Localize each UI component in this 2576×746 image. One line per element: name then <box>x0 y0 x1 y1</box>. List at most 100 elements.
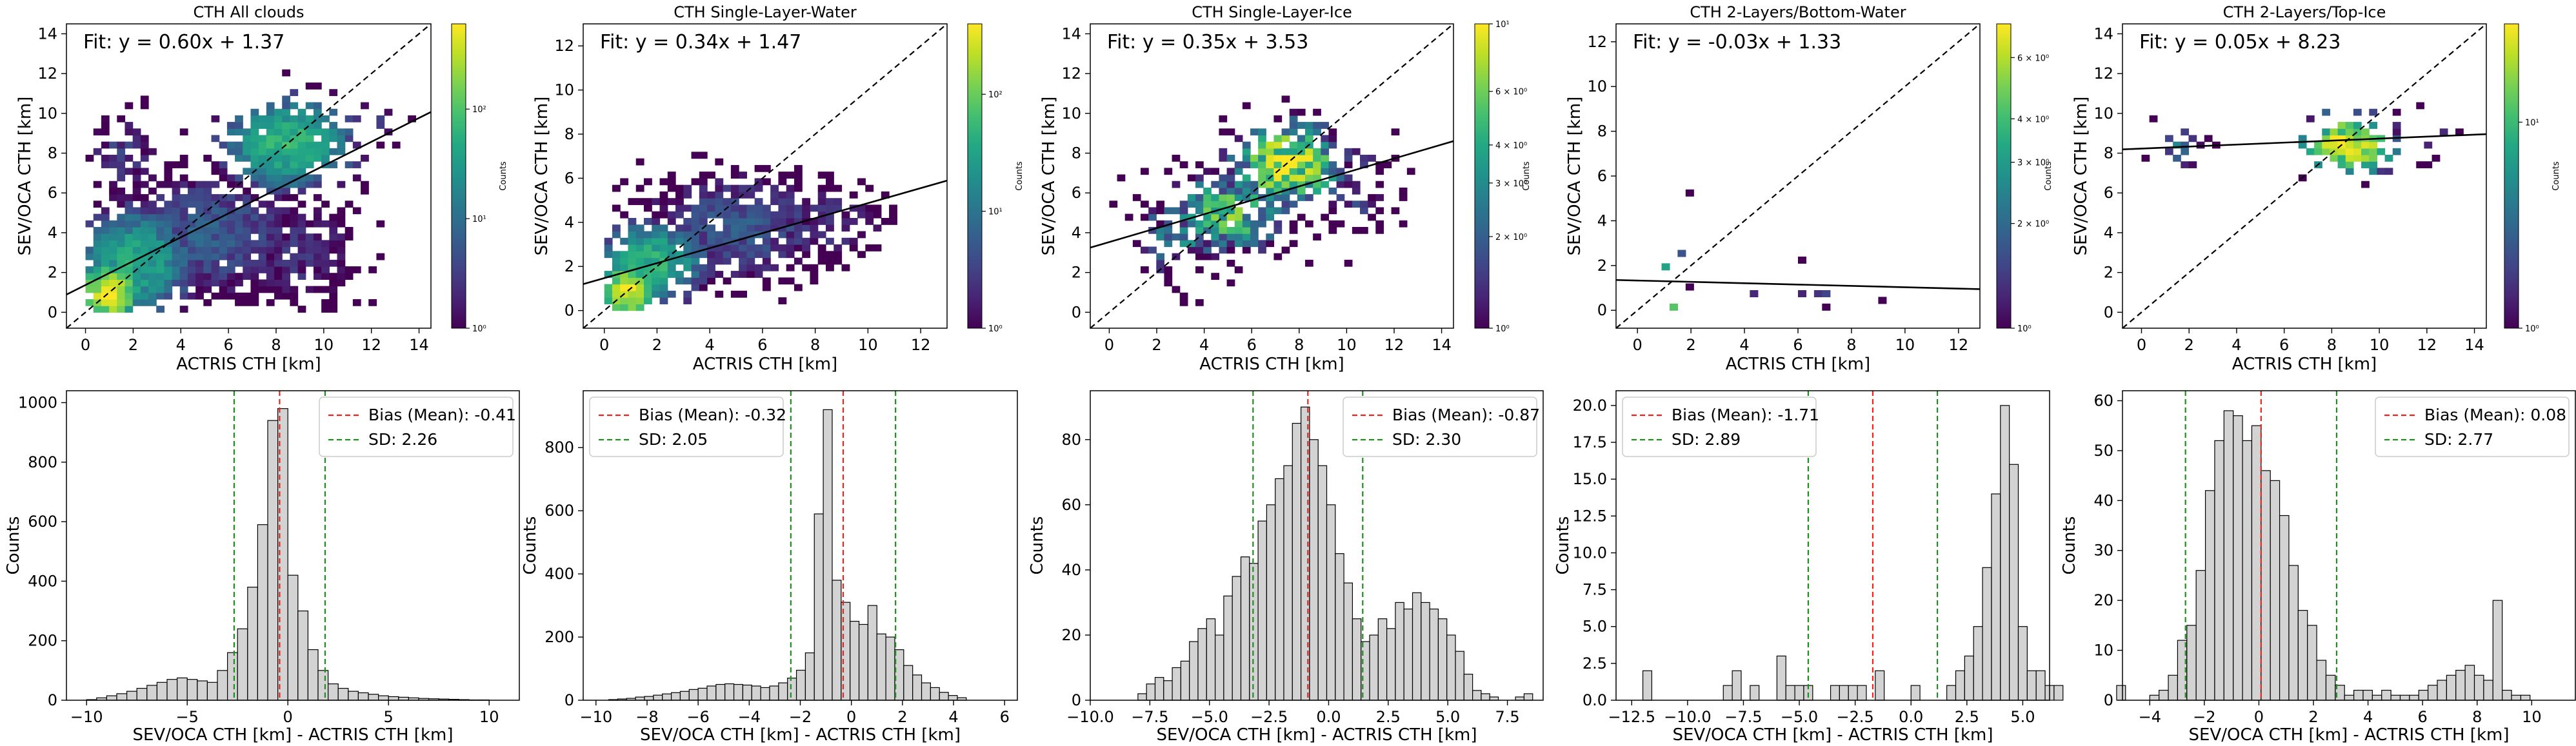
heatmap-cell <box>1124 213 1133 221</box>
heatmap-cell <box>1321 154 1330 162</box>
heatmap-cell <box>313 259 322 267</box>
x-axis-label: SEV/OCA CTH [km] - ACTRIS CTH [km] <box>2189 725 2510 745</box>
heatmap-cell <box>1328 128 1337 136</box>
heatmap-cell <box>865 217 874 225</box>
heatmap-cell <box>2164 148 2173 155</box>
heatmap-cell <box>125 253 134 260</box>
x-tick-label: 2 <box>1152 336 1161 354</box>
heatmap-cell <box>148 187 157 195</box>
heatmap-cell <box>266 187 275 195</box>
heatmap-cell <box>1336 181 1345 188</box>
heatmap-cell <box>337 213 346 221</box>
heatmap-cell <box>1234 233 1243 240</box>
heatmap-cell <box>2181 161 2190 168</box>
legend-box <box>589 397 784 457</box>
heatmap-cell <box>352 299 361 306</box>
heatmap-cell <box>691 178 700 186</box>
heatmap-cell <box>691 204 700 212</box>
heatmap-cell <box>1305 181 1313 188</box>
heatmap-cell <box>140 213 149 221</box>
heatmap-cell <box>1226 154 1235 162</box>
x-axis-label: ACTRIS CTH [km] <box>176 355 321 374</box>
legend-box <box>1343 397 1537 457</box>
histogram-bar <box>1257 520 1268 701</box>
heatmap-cell <box>1250 154 1259 162</box>
heatmap-cell <box>266 135 275 142</box>
heatmap-cell <box>1195 233 1204 240</box>
heatmap-cell <box>258 141 267 149</box>
heatmap-cell <box>794 178 803 186</box>
histogram-bar <box>2511 694 2522 701</box>
heatmap-cell <box>1195 207 1204 215</box>
histogram-bar <box>1189 641 1199 701</box>
heatmap-cell <box>101 154 110 162</box>
heatmap-cell <box>156 306 165 313</box>
heatmap-cell <box>1234 266 1243 273</box>
heatmap-cell <box>1211 201 1220 208</box>
heatmap-cell <box>1375 168 1384 175</box>
heatmap-cell <box>691 284 700 291</box>
y-tick-label: 40 <box>2093 491 2113 509</box>
heatmap-cell <box>117 253 126 260</box>
histogram-bar <box>1489 696 1499 701</box>
colorbar-label: Counts <box>499 161 508 191</box>
colorbar-tick-label: 10² <box>988 90 1003 100</box>
heatmap-cell <box>699 231 708 239</box>
heatmap-cell <box>723 277 732 285</box>
heatmap-cell <box>384 128 393 136</box>
histogram-bar <box>328 683 339 701</box>
heatmap-cell <box>2353 154 2362 162</box>
heatmap-cell <box>1250 128 1259 136</box>
heatmap-cell <box>1226 226 1235 234</box>
heatmap-cell <box>786 172 795 179</box>
x-tick-label: −4 <box>738 708 761 726</box>
heatmap-cell <box>85 286 94 293</box>
heatmap-cell <box>203 201 212 208</box>
heatmap-cell <box>1297 135 1306 142</box>
heatmap-cell <box>786 191 795 199</box>
heatmap-cell <box>826 217 834 225</box>
heatmap-cell <box>1242 233 1251 240</box>
heatmap-cell <box>778 198 787 206</box>
heatmap-cell <box>156 181 165 188</box>
heatmap-cell <box>691 244 700 251</box>
heatmap-cell <box>1328 226 1337 234</box>
heatmap-cell <box>1195 246 1204 254</box>
heatmap-cell <box>282 135 290 142</box>
histogram-bar <box>1839 685 1849 701</box>
heatmap-cell <box>2345 148 2354 155</box>
heatmap-cell <box>699 271 708 278</box>
heatmap-cell <box>667 178 676 186</box>
heatmap-cell <box>1273 115 1283 123</box>
heatmap-cell <box>109 292 117 300</box>
heatmap-cell <box>2345 168 2354 175</box>
x-tick-label: 14 <box>2464 336 2484 354</box>
heatmap-cell <box>1141 168 1149 175</box>
heatmap-cell <box>635 257 644 265</box>
heatmap-cell <box>329 286 338 293</box>
heatmap-cell <box>715 191 724 199</box>
heatmap-cell <box>243 233 252 240</box>
heatmap-cell <box>1141 246 1149 254</box>
heatmap-cell <box>235 194 243 201</box>
y-tick-label: 4 <box>564 213 574 231</box>
heatmap-cell <box>313 174 322 182</box>
heatmap-cell <box>101 213 110 221</box>
heatmap-cell <box>266 233 275 240</box>
heatmap-cell <box>179 279 188 287</box>
heatmap-cell <box>179 273 188 280</box>
heatmap-cell <box>786 184 795 192</box>
heatmap-cell <box>683 264 692 271</box>
plot-frame <box>583 23 948 329</box>
heatmap-cell <box>243 148 252 155</box>
y-tick-label: 6 <box>48 184 57 202</box>
heatmap-cell <box>675 224 684 232</box>
heatmap-cell <box>881 217 890 225</box>
heatmap-cell <box>1141 201 1149 208</box>
x-tick-label: 14 <box>409 336 429 354</box>
heatmap-cell <box>235 128 243 136</box>
heatmap-cell <box>802 264 811 271</box>
heatmap-cell <box>140 181 149 188</box>
heatmap-cell <box>125 213 134 221</box>
heatmap-cell <box>266 161 275 168</box>
